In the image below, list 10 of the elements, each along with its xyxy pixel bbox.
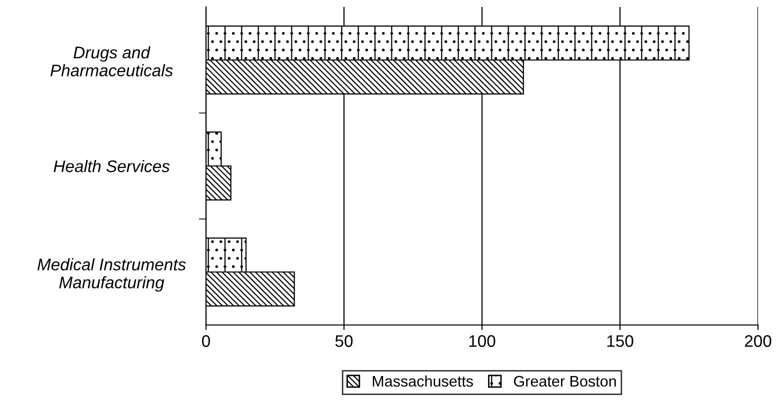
y-tick-label: Health Services (54, 160, 170, 172)
y-tick-label: Drugs and Pharmaceuticals (50, 46, 173, 76)
x-tick-label: 150 (607, 335, 634, 347)
legend-label: Massachusetts (372, 375, 473, 387)
x-tick-label: 200 (744, 335, 772, 347)
legend-label: Greater Boston (514, 376, 616, 387)
x-tick-label: 100 (469, 335, 496, 347)
y-tick-label: Medical Instruments Manufacturing (38, 258, 186, 292)
x-tick-label: 0 (202, 335, 210, 347)
x-tick-label: 50 (335, 335, 353, 347)
